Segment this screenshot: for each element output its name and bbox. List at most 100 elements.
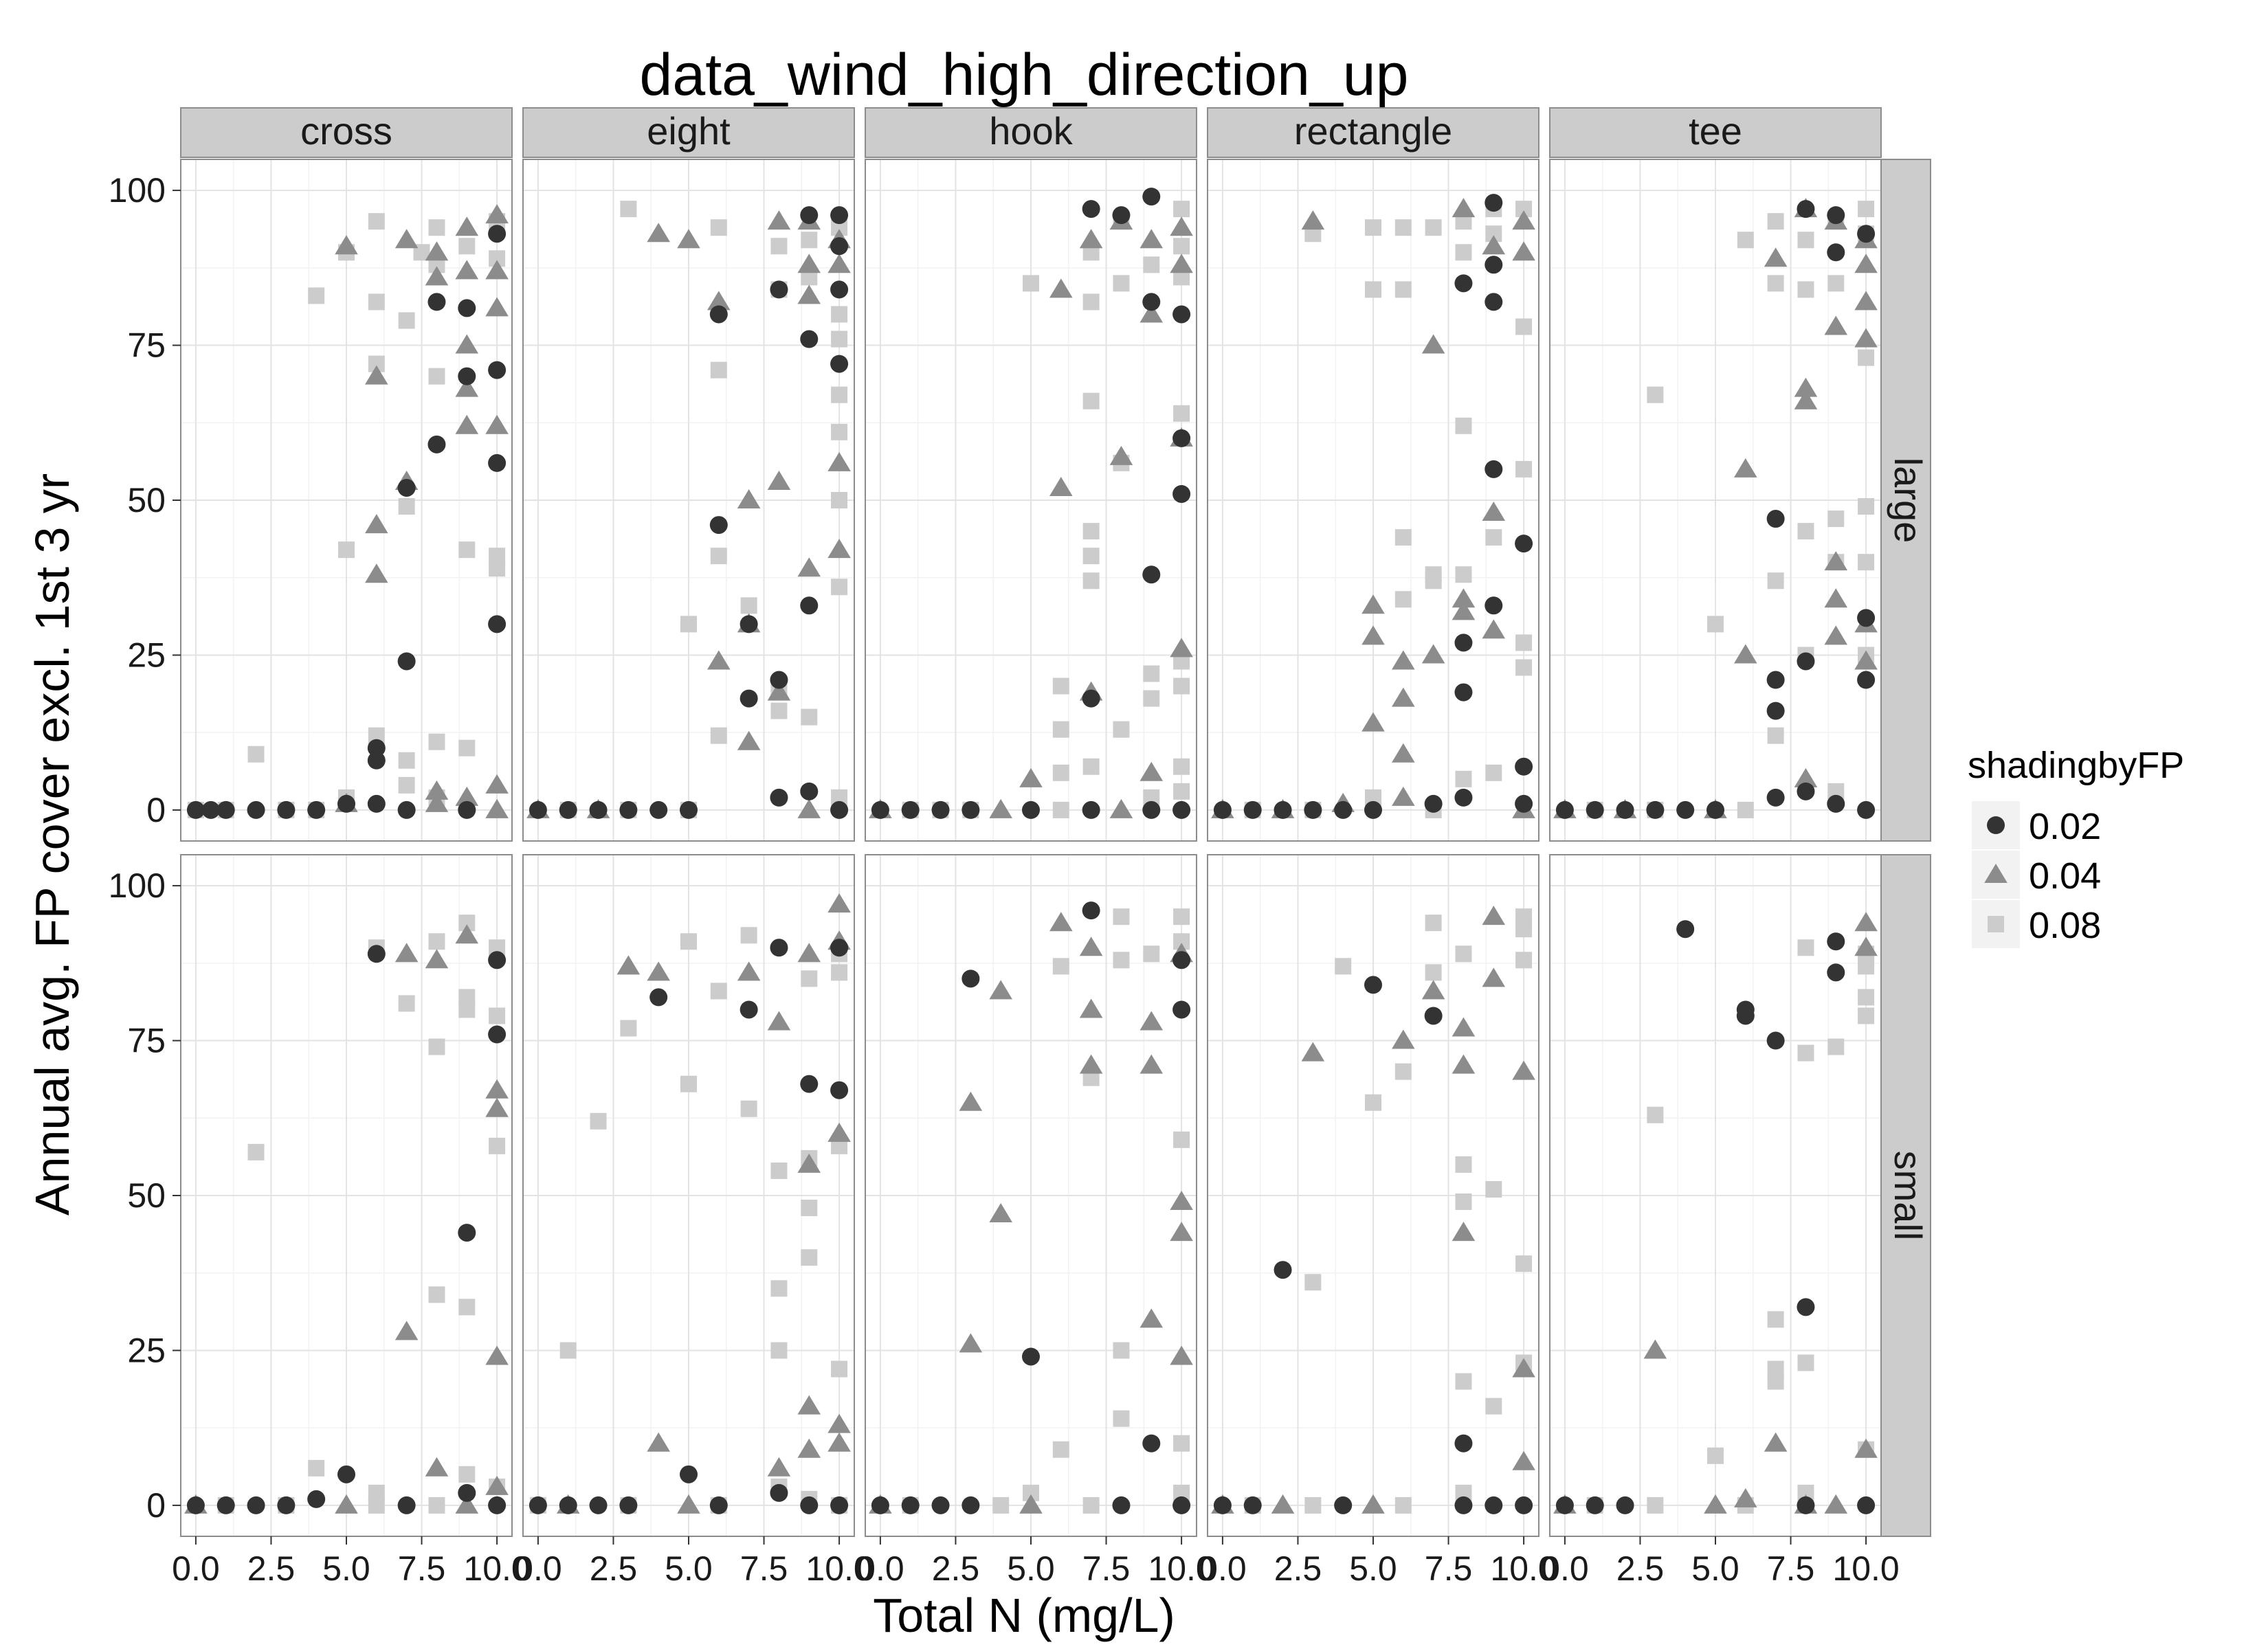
data-point [1857, 225, 1876, 243]
x-tick-label: 2.5 [590, 1549, 638, 1588]
strip-label-cross: cross [300, 109, 392, 153]
data-point [1394, 1496, 1412, 1514]
data-point [394, 943, 419, 963]
data-point [1766, 510, 1785, 528]
data-point [1082, 800, 1100, 819]
data-point [770, 671, 788, 689]
data-point [1854, 1438, 1878, 1458]
data-point [186, 1496, 205, 1514]
data-point [398, 752, 415, 769]
data-point [1112, 1496, 1131, 1514]
data-point [1454, 1434, 1473, 1452]
data-point [989, 1203, 1012, 1223]
data-point [1764, 1432, 1788, 1452]
data-point [992, 1496, 1010, 1514]
data-point [428, 733, 445, 750]
data-point [427, 293, 446, 311]
panel-border [865, 159, 1197, 842]
data-point [458, 1466, 476, 1483]
data-point [737, 489, 761, 508]
data-point [1172, 951, 1191, 969]
x-tick-label: 5.0 [1007, 1549, 1055, 1588]
data-point [489, 1007, 506, 1024]
data-point [485, 260, 509, 280]
data-point [1797, 1496, 1815, 1514]
data-point [1858, 201, 1875, 218]
data-point [308, 287, 325, 304]
data-point [827, 539, 851, 559]
data-point [1113, 1342, 1130, 1359]
data-point [1394, 591, 1412, 608]
data-point [1858, 349, 1875, 366]
data-point [1827, 963, 1845, 982]
strip-label-tee: tee [1689, 109, 1742, 153]
data-point [455, 216, 479, 236]
data-point [337, 794, 355, 813]
data-point [1274, 1261, 1292, 1279]
data-point [1515, 921, 1533, 938]
data-point [1827, 206, 1845, 225]
data-point [428, 933, 445, 950]
data-point [367, 739, 386, 757]
data-point [830, 939, 849, 957]
data-point [455, 924, 479, 944]
data-point [1555, 800, 1574, 819]
data-point [485, 1475, 509, 1495]
x-tick-label: 2.5 [247, 1549, 296, 1588]
data-point [1512, 1450, 1535, 1470]
data-point [767, 1457, 791, 1477]
data-point [1052, 677, 1069, 695]
data-point [428, 368, 445, 385]
data-point [1827, 1038, 1845, 1055]
data-point [1142, 1434, 1161, 1452]
data-point [1172, 429, 1191, 447]
data-point [801, 708, 818, 726]
data-point [680, 1465, 698, 1483]
panel-small-rectangle [1207, 854, 1539, 1537]
data-point [425, 949, 449, 969]
data-point [1824, 625, 1848, 645]
data-point [368, 1496, 385, 1514]
data-point [797, 254, 821, 273]
data-point [1647, 1496, 1664, 1514]
data-point [1482, 502, 1506, 521]
data-point [797, 1153, 821, 1173]
data-point [1173, 908, 1190, 926]
data-point [1213, 800, 1232, 819]
data-point [1142, 293, 1161, 311]
data-point [649, 988, 668, 1007]
data-point [1512, 1358, 1535, 1378]
data-point [901, 1496, 920, 1514]
data-point [425, 1457, 449, 1477]
data-point [365, 514, 388, 534]
y-axis-label: Annual avg. FP cover excl. 1st 3 yr [25, 473, 79, 1215]
data-point [1797, 939, 1814, 956]
data-point [455, 260, 479, 280]
data-point [961, 800, 980, 819]
panel-small-hook [865, 854, 1197, 1537]
chart-title: data_wind_high_direction_up [640, 42, 1409, 108]
y-tick-label: 25 [127, 1331, 166, 1369]
data-point [1858, 958, 1875, 975]
data-point [1515, 1255, 1533, 1272]
data-point [338, 541, 355, 559]
data-point [1482, 906, 1506, 926]
data-point [680, 616, 697, 633]
panel-large-cross [180, 159, 513, 842]
data-point [1392, 650, 1415, 670]
data-point [337, 1465, 355, 1483]
x-axis-label: Total N (mg/L) [873, 1589, 1175, 1642]
data-point [590, 1112, 607, 1130]
data-point [1646, 800, 1665, 819]
data-point [800, 330, 819, 348]
data-point [1082, 1496, 1100, 1514]
data-point [1854, 291, 1878, 311]
panel-small-tee [1549, 854, 1882, 1537]
data-point [740, 927, 757, 944]
data-point [397, 800, 416, 819]
y-tick-label: 100 [109, 866, 166, 905]
data-point [1082, 572, 1100, 590]
data-point [797, 1438, 821, 1458]
data-point [428, 1286, 445, 1303]
strip-hook [865, 107, 1197, 158]
